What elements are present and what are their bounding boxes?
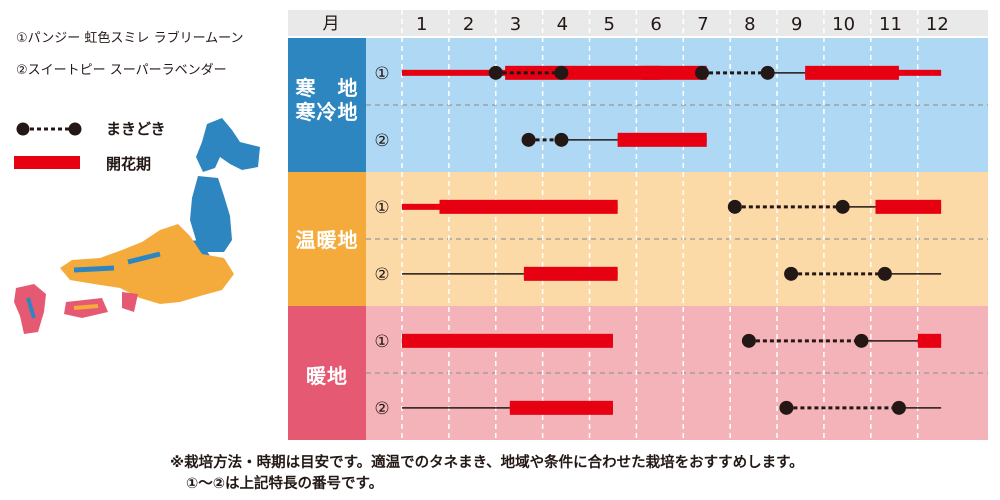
row-number-label: ①	[374, 64, 389, 84]
month-label: 11	[879, 14, 902, 35]
sowing-legend-label: まきどき	[106, 120, 166, 138]
sowing-start-dot	[521, 132, 536, 147]
flowering-bar	[805, 65, 899, 80]
month-label: 3	[510, 14, 521, 35]
region-band-label	[288, 38, 366, 172]
flowering-bar	[617, 132, 707, 147]
map-stripe-1	[73, 265, 115, 273]
sowing-end-dot	[877, 266, 892, 281]
month-label: 1	[416, 14, 427, 35]
sowing-end-dot	[554, 65, 569, 80]
sowing-start-dot	[741, 333, 756, 348]
sowing-start-dot	[779, 400, 794, 415]
month-label: 7	[697, 14, 708, 35]
flowering-bar	[875, 199, 942, 214]
month-label: 12	[926, 14, 949, 35]
sowing-end-dot	[891, 400, 906, 415]
region-label-cold: 寒 地 寒冷地	[295, 76, 359, 124]
row-number-label: ②	[374, 131, 389, 151]
legend-variety-2: ②スイートピー スーパーラベンダー	[16, 63, 227, 78]
sowing-end-dot	[854, 333, 869, 348]
flowering-bar	[402, 333, 613, 348]
sowing-start-dot	[695, 65, 710, 80]
sowing-end-dot	[760, 65, 775, 80]
sowing-start-dot	[488, 65, 503, 80]
month-label: 4	[557, 14, 568, 35]
sowing-end-dot	[835, 199, 850, 214]
row-number-label: ②	[374, 265, 389, 285]
region-label-warm: 暖地	[306, 364, 348, 388]
map-honshu-temperate	[60, 224, 234, 304]
sowing-end-dot	[554, 132, 569, 147]
month-label: 9	[791, 14, 802, 35]
month-label: 8	[744, 14, 755, 35]
legend-variety-1: ①パンジー 虹色スミレ ラブリームーン	[16, 31, 244, 46]
note-line-1: ※栽培方法・時期は目安です。適温でのタネまき、地域や条件に合わせた栽培をおすすめ…	[170, 455, 804, 471]
flowering-legend-swatch	[14, 156, 80, 169]
region-band-label	[288, 306, 366, 440]
flowering-legend-label: 開花期	[106, 155, 152, 173]
row-number-label: ②	[374, 399, 389, 419]
map-tohoku	[190, 176, 232, 252]
flowering-bar	[523, 266, 618, 281]
map-shikoku-inner	[73, 304, 99, 310]
month-label: 10	[832, 14, 855, 35]
flowering-bar	[509, 400, 613, 415]
month-label: 2	[463, 14, 474, 35]
month-header-label: 月	[323, 14, 340, 34]
map-stripe-2	[127, 251, 161, 265]
sowing-start-dot	[727, 199, 742, 214]
map-hokkaido	[196, 118, 260, 172]
month-label: 6	[650, 14, 661, 35]
row-number-label: ①	[374, 198, 389, 218]
map-kyushu-inner	[26, 297, 36, 319]
month-label: 5	[603, 14, 614, 35]
sowing-start-dot	[784, 266, 799, 281]
region-label-temperate: 温暖地	[295, 228, 359, 252]
flowering-bar	[439, 199, 618, 214]
flowering-bar-thin	[402, 69, 506, 76]
note-line-2: ①〜②は上記特長の番号です。	[186, 476, 384, 492]
flowering-bar	[505, 65, 660, 80]
map-kii	[122, 292, 138, 312]
japan-map-icon	[14, 118, 260, 334]
sowing-legend-icon	[16, 122, 82, 136]
flowering-bar	[917, 333, 942, 348]
row-number-label: ①	[374, 332, 389, 352]
region-band-label	[288, 172, 366, 306]
